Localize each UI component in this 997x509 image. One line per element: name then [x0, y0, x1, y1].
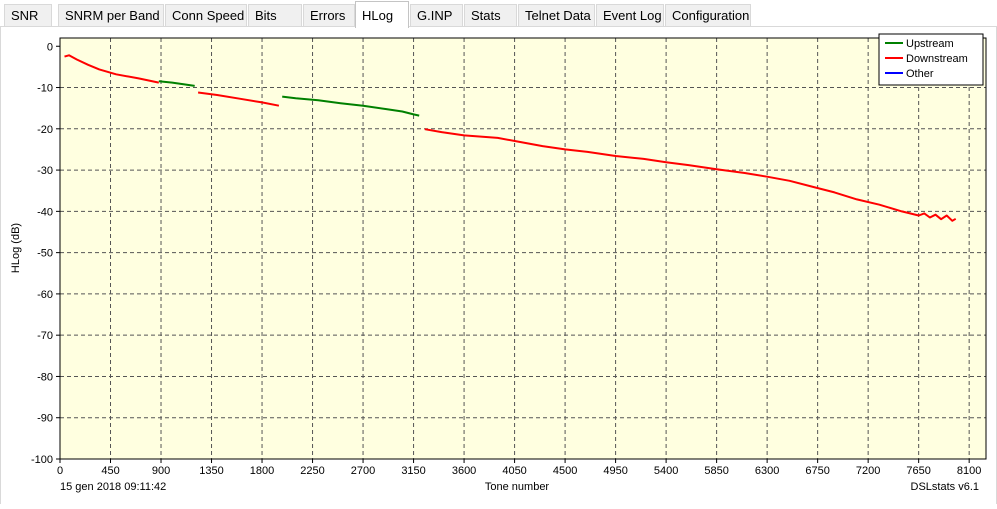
y-tick-label: -100: [31, 454, 53, 466]
plot-frame: [59, 37, 987, 460]
axis-ticks: 0 450 900 1350 1800 2250 2700 3150 3600 4050 4500 4…: [31, 41, 981, 477]
series-line-downstream: [424, 128, 957, 222]
tab-conn-speed[interactable]: Conn Speed: [165, 4, 247, 26]
series-line-upstream: [158, 80, 195, 87]
tab-event-log[interactable]: Event Log: [596, 4, 664, 26]
y-tick-label: -60: [37, 289, 53, 301]
x-tick-label: 5850: [704, 465, 728, 477]
legend-upstream-label: Upstream: [906, 38, 954, 50]
x-tick-label: 6300: [755, 465, 779, 477]
y-tick-label: -10: [37, 83, 53, 95]
x-tick-label: 2250: [300, 465, 324, 477]
timestamp: 15 gen 2018 09:11:42: [60, 481, 166, 493]
hlog-panel: 0 450 900 1350 1800 2250 2700 3150 3600 4050 4500 4…: [0, 27, 997, 504]
tab-snr[interactable]: SNR: [4, 4, 52, 26]
y-tick-label: -50: [37, 248, 53, 260]
x-tick-label: 7200: [856, 465, 880, 477]
x-tick-label: 4500: [553, 465, 577, 477]
x-tick-label: 7650: [906, 465, 930, 477]
version-label: DSLstats v6.1: [911, 481, 979, 493]
x-tick-label: 3150: [401, 465, 425, 477]
x-axis-label: Tone number: [485, 481, 550, 493]
plot-area: [60, 38, 986, 459]
series-lines: [64, 54, 957, 222]
tab-hlog[interactable]: HLog: [355, 1, 409, 28]
tab-bits[interactable]: Bits: [248, 4, 302, 26]
y-tick-label: -20: [37, 124, 53, 136]
x-tick-label: 4050: [502, 465, 526, 477]
hlog-chart: 0 450 900 1350 1800 2250 2700 3150 3600 4050 4500 4…: [10, 33, 987, 493]
x-tick-label: 0: [57, 465, 63, 477]
tab-telnet-data[interactable]: Telnet Data: [518, 4, 595, 26]
legend-other-label: Other: [906, 68, 934, 80]
series-line-downstream: [64, 54, 160, 84]
x-tick-label: 1800: [250, 465, 274, 477]
series-line-upstream: [282, 95, 420, 117]
tab-stats[interactable]: Stats: [464, 4, 517, 26]
grid-lines: [60, 38, 986, 459]
tab-snrm-per-band[interactable]: SNRM per Band: [58, 4, 164, 26]
legend-downstream-label: Downstream: [906, 53, 968, 65]
tab-errors[interactable]: Errors: [303, 4, 355, 26]
y-tick-label: -90: [37, 413, 53, 425]
y-tick-label: -70: [37, 330, 53, 342]
x-tick-label: 3600: [452, 465, 476, 477]
legend: Upstream Downstream Other: [878, 33, 984, 86]
y-axis-label: HLog (dB): [10, 223, 22, 273]
x-tick-label: 4950: [603, 465, 627, 477]
y-tick-label: 0: [47, 41, 53, 53]
x-tick-label: 5400: [654, 465, 678, 477]
x-tick-label: 900: [152, 465, 170, 477]
y-tick-label: -80: [37, 371, 53, 383]
x-tick-label: 1350: [199, 465, 223, 477]
x-tick-label: 2700: [351, 465, 375, 477]
x-tick-label: 6750: [805, 465, 829, 477]
y-tick-label: -30: [37, 165, 53, 177]
series-line-downstream: [197, 91, 280, 107]
tab-bar: SNR SNRM per Band Conn Speed Bits Errors…: [0, 0, 997, 28]
y-tick-label: -40: [37, 206, 53, 218]
tab-ginp[interactable]: G.INP: [410, 4, 463, 26]
x-tick-label: 450: [101, 465, 119, 477]
tab-configuration[interactable]: Configuration: [665, 4, 751, 26]
x-tick-label: 8100: [957, 465, 981, 477]
